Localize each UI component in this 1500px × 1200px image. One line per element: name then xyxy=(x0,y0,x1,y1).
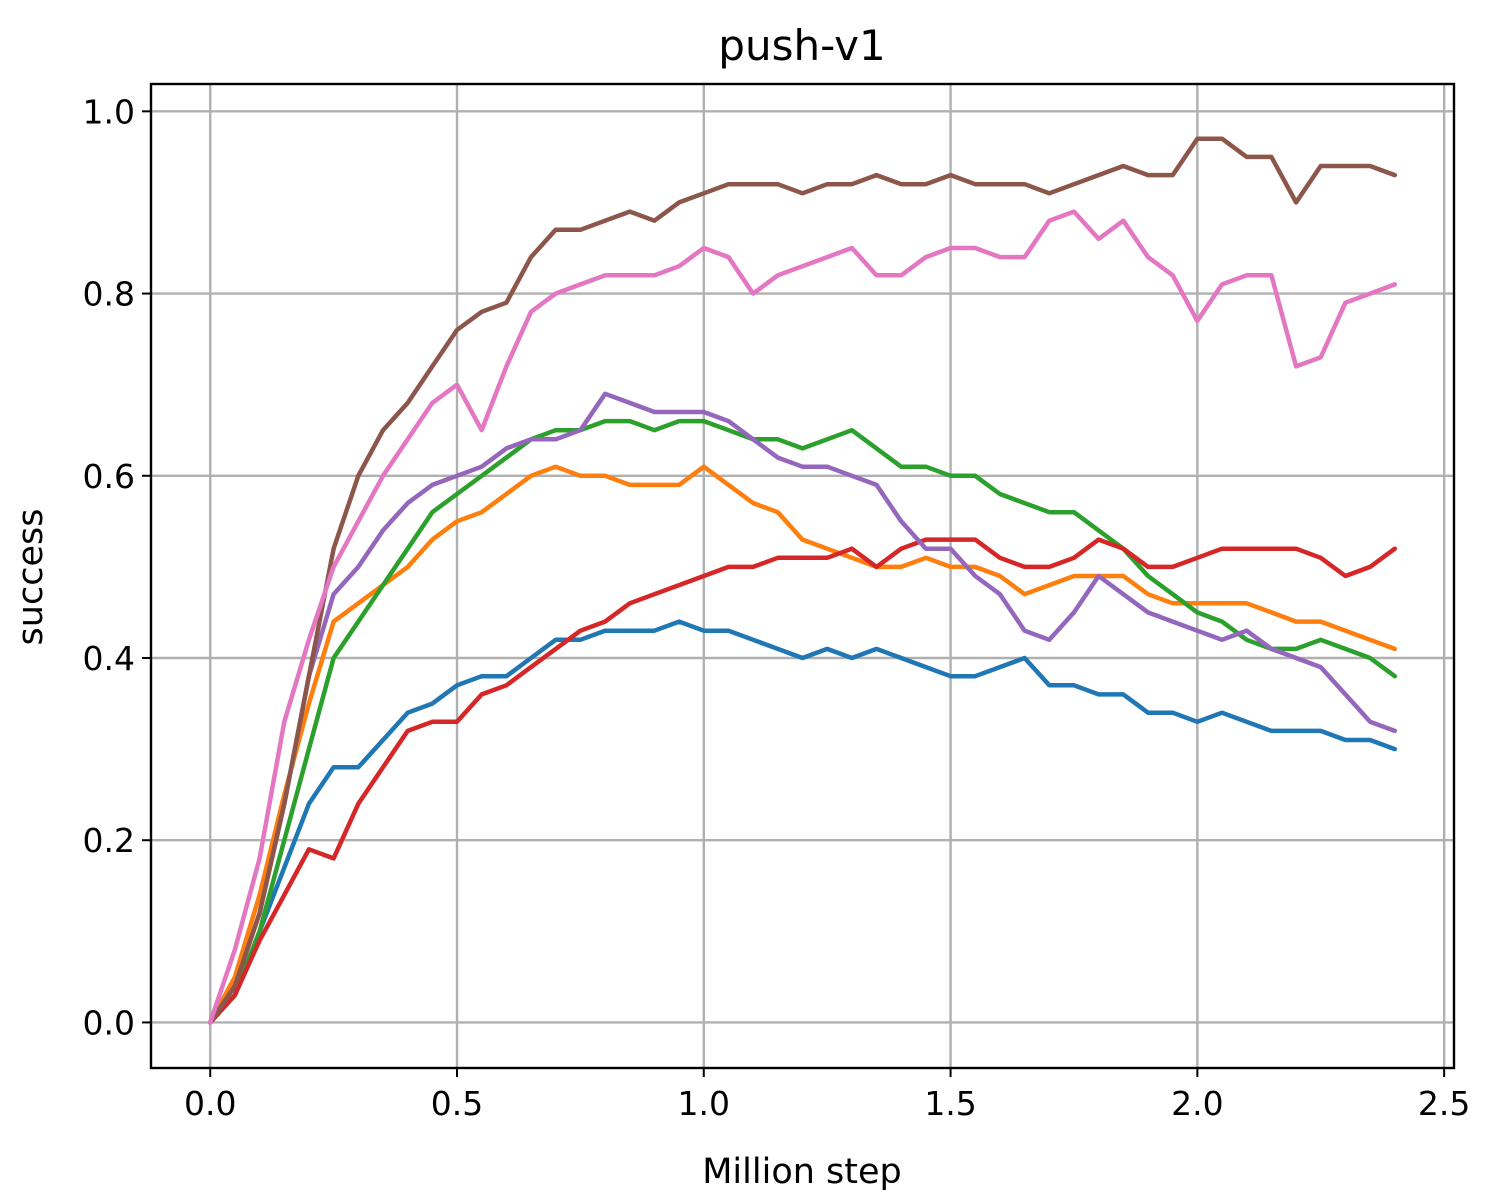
y-tick-label: 0.2 xyxy=(83,821,135,860)
series-line-3 xyxy=(207,418,1398,1025)
x-tick-label: 1.0 xyxy=(678,1084,730,1123)
chart-title: push-v1 xyxy=(718,21,885,70)
y-tick-label: 0.0 xyxy=(83,1003,135,1042)
series-line-7 xyxy=(207,209,1398,1025)
x-axis-title: Million step xyxy=(702,1152,902,1192)
series-line-6 xyxy=(207,136,1398,1025)
axis-ticks: 0.0 0.5 1.0 1.5 2.0 2.5 0.0 0.2 0.4 0.6 0.8 1.0 xyxy=(83,92,1471,1123)
y-tick-label: 0.4 xyxy=(83,639,135,678)
x-tick-label: 0.0 xyxy=(184,1084,236,1123)
plot-background xyxy=(151,84,1454,1068)
series-line-2 xyxy=(207,464,1398,1025)
series-line-1 xyxy=(207,619,1398,1025)
y-tick-label: 0.8 xyxy=(83,275,135,314)
x-tick-label: 2.0 xyxy=(1171,1084,1223,1123)
series-line-4 xyxy=(207,537,1398,1025)
y-axis-title: success xyxy=(11,509,51,646)
x-tick-label: 0.5 xyxy=(431,1084,483,1123)
y-tick-label: 1.0 xyxy=(83,92,135,131)
x-tick-label: 1.5 xyxy=(924,1084,976,1123)
plot-frame xyxy=(149,82,1456,1070)
x-tick-label: 2.5 xyxy=(1418,1084,1470,1123)
y-tick-label: 0.6 xyxy=(83,457,135,496)
series-group xyxy=(207,136,1398,1025)
series-line-5 xyxy=(207,391,1398,1025)
